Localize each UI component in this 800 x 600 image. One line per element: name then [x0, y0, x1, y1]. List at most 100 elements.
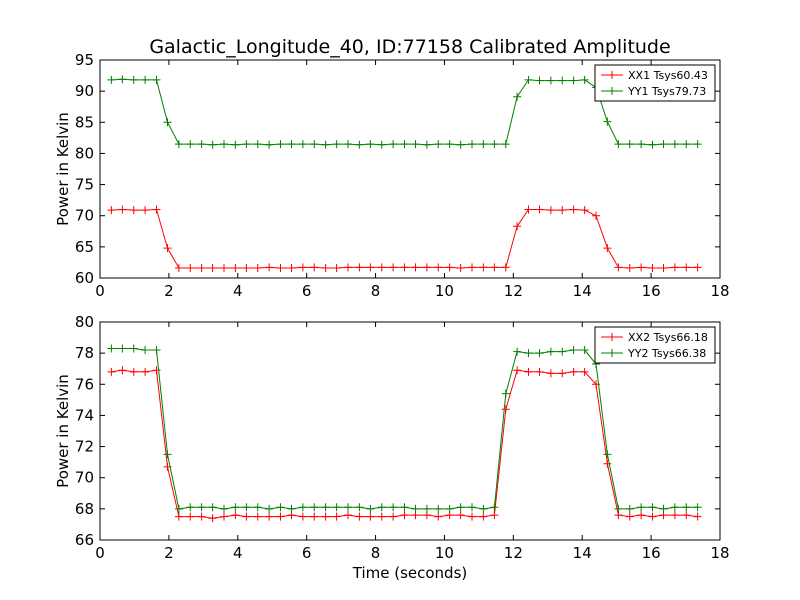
- data-point: [569, 76, 578, 85]
- data-point: [625, 140, 634, 149]
- data-point: [174, 504, 183, 513]
- data-point: [400, 263, 409, 272]
- data-point: [670, 140, 679, 149]
- data-point: [220, 504, 228, 513]
- data-point: [231, 503, 240, 512]
- legend-label: XX2 Tsys66.18: [628, 331, 708, 344]
- data-point: [422, 140, 431, 149]
- data-point: [152, 346, 161, 355]
- data-point: [141, 206, 150, 215]
- legend-label: YY2 Tsys66.38: [627, 347, 706, 360]
- data-point: [118, 344, 127, 353]
- data-point: [344, 511, 352, 520]
- data-point: [614, 504, 623, 513]
- legend-marker: [608, 87, 616, 95]
- data-point: [648, 140, 657, 149]
- chart-title: Galactic_Longitude_40, ID:77158 Calibrat…: [149, 36, 670, 58]
- data-point: [670, 263, 679, 272]
- x-tick-label: 14: [573, 282, 592, 300]
- data-point: [366, 504, 375, 513]
- data-point: [456, 503, 465, 512]
- data-point: [389, 503, 398, 512]
- data-point: [208, 140, 217, 149]
- data-point: [174, 264, 183, 273]
- data-point: [242, 140, 251, 149]
- data-point: [208, 503, 217, 512]
- data-point: [524, 75, 533, 84]
- data-point: [490, 263, 499, 272]
- data-point: [310, 263, 319, 272]
- legend: XX1 Tsys60.43 YY1 Tsys79.73: [594, 64, 716, 102]
- x-tick-label: 2: [164, 544, 174, 562]
- data-point: [276, 140, 285, 149]
- x-tick-label: 12: [504, 544, 523, 562]
- y-tick-label: 65: [75, 238, 94, 256]
- y-tick-label: 70: [75, 207, 94, 225]
- series-0: [107, 366, 702, 523]
- data-point: [220, 264, 228, 273]
- data-point: [524, 205, 533, 214]
- data-point: [592, 211, 600, 220]
- data-point: [231, 264, 240, 273]
- data-point: [129, 344, 138, 353]
- x-tick-label: 2: [164, 282, 174, 300]
- data-point: [310, 512, 319, 521]
- data-point: [107, 344, 116, 353]
- data-point: [682, 140, 691, 149]
- data-point: [355, 512, 364, 521]
- x-tick-label: 12: [504, 282, 523, 300]
- data-point: [637, 503, 646, 512]
- data-point: [468, 503, 476, 512]
- data-point: [220, 512, 228, 521]
- data-point: [693, 140, 702, 149]
- data-point: [118, 205, 127, 214]
- data-point: [287, 140, 296, 149]
- data-point: [501, 140, 510, 149]
- data-point: [569, 346, 578, 355]
- x-tick-label: 6: [302, 282, 312, 300]
- data-point: [603, 244, 612, 253]
- data-point: [614, 263, 623, 272]
- x-tick-label: 6: [302, 544, 312, 562]
- data-point: [693, 503, 702, 512]
- data-point: [682, 263, 691, 272]
- data-point: [355, 503, 364, 512]
- data-point: [231, 140, 240, 149]
- data-point: [287, 504, 296, 513]
- data-point: [580, 206, 589, 215]
- y-tick-label: 74: [75, 406, 94, 424]
- data-point: [569, 205, 578, 214]
- y-tick-label: 95: [75, 51, 94, 69]
- x-tick-label: 4: [233, 282, 243, 300]
- data-point: [332, 503, 341, 512]
- y-tick-label: 66: [75, 531, 94, 549]
- data-point: [603, 450, 612, 459]
- data-point: [400, 140, 409, 149]
- data-point: [490, 503, 499, 512]
- data-point: [637, 263, 646, 272]
- y-tick-label: 80: [75, 144, 94, 162]
- data-point: [332, 140, 341, 149]
- data-point: [298, 140, 307, 149]
- series-0: [107, 205, 702, 273]
- data-point: [569, 367, 578, 376]
- data-point: [411, 140, 420, 149]
- data-point: [580, 367, 589, 376]
- data-point: [265, 512, 274, 521]
- data-point: [468, 263, 476, 272]
- data-point: [287, 264, 296, 273]
- data-point: [648, 512, 657, 521]
- data-point: [253, 503, 262, 512]
- data-point: [107, 206, 116, 215]
- data-point: [513, 347, 522, 356]
- x-tick-label: 10: [435, 282, 454, 300]
- data-point: [546, 347, 555, 356]
- data-point: [141, 75, 150, 84]
- data-point: [107, 75, 116, 84]
- data-point: [321, 503, 330, 512]
- data-point: [682, 511, 691, 520]
- data-point: [422, 263, 431, 272]
- data-point: [648, 264, 657, 273]
- y-tick-label: 75: [75, 176, 94, 194]
